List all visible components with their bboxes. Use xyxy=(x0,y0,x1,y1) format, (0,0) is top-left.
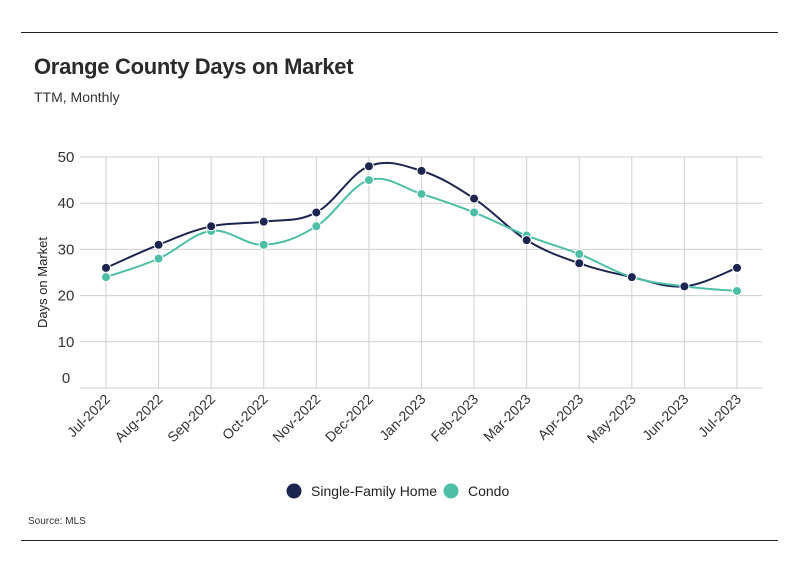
chart-subtitle: TTM, Monthly xyxy=(34,89,120,105)
x-tick-label: Sep-2022 xyxy=(164,391,218,445)
y-tick-label: 30 xyxy=(58,241,75,258)
x-tick-label: Oct-2022 xyxy=(219,391,271,443)
data-point-1 xyxy=(469,207,480,218)
data-point-0 xyxy=(521,235,532,246)
y-tick-label: 10 xyxy=(58,334,75,351)
legend-marker-0 xyxy=(286,483,302,499)
data-point-0 xyxy=(363,161,374,172)
top-rule xyxy=(21,32,778,33)
x-tick-label: Feb-2023 xyxy=(428,391,482,445)
grid-lines xyxy=(80,156,762,389)
x-tick-label: Jun-2023 xyxy=(639,391,692,444)
data-point-0 xyxy=(574,258,585,269)
data-point-1 xyxy=(732,285,742,296)
data-point-1 xyxy=(416,188,427,199)
data-point-1 xyxy=(363,175,374,186)
x-tick-label: Mar-2023 xyxy=(480,391,534,445)
data-point-0 xyxy=(311,207,322,218)
y-axis-title: Days on Market xyxy=(35,237,50,328)
data-point-0 xyxy=(258,216,269,227)
x-tick-label: Aug-2022 xyxy=(111,391,165,445)
y-tick-label: 20 xyxy=(58,288,75,305)
x-tick-label: May-2023 xyxy=(584,391,639,446)
y-tick-label: 40 xyxy=(58,195,75,212)
x-tick-label: Apr-2023 xyxy=(534,391,586,443)
y-tick-label: 50 xyxy=(58,149,75,166)
legend-marker-1 xyxy=(443,483,459,499)
data-point-0 xyxy=(732,262,742,273)
data-point-0 xyxy=(153,239,164,250)
data-point-1 xyxy=(101,272,111,283)
source-note: Source: MLS xyxy=(28,516,86,527)
data-point-0 xyxy=(626,272,637,283)
data-point-0 xyxy=(101,262,111,273)
chart-title: Orange County Days on Market xyxy=(34,54,354,79)
legend-label-0: Single-Family Home xyxy=(311,483,437,499)
x-tick-label: Jul-2023 xyxy=(695,391,744,440)
data-point-0 xyxy=(469,193,480,204)
x-tick-label: Jul-2022 xyxy=(64,391,113,440)
x-tick-label: Jan-2023 xyxy=(376,391,429,444)
data-point-0 xyxy=(679,281,690,292)
legend-label-1: Condo xyxy=(468,483,509,499)
data-point-0 xyxy=(416,165,427,176)
data-point-0 xyxy=(206,221,217,232)
data-point-1 xyxy=(258,239,269,250)
y-axis-ticks: 0 10 20 30 40 50 xyxy=(58,149,75,387)
data-point-1 xyxy=(311,221,322,232)
bottom-rule xyxy=(21,540,778,541)
data-point-1 xyxy=(153,253,164,264)
data-point-1 xyxy=(574,249,585,260)
y-tick-label: 0 xyxy=(62,370,70,387)
x-tick-label: Nov-2022 xyxy=(269,391,323,445)
series-points xyxy=(101,161,742,296)
legend: Single-Family Home Condo xyxy=(286,483,509,499)
x-tick-label: Dec-2022 xyxy=(322,391,376,445)
